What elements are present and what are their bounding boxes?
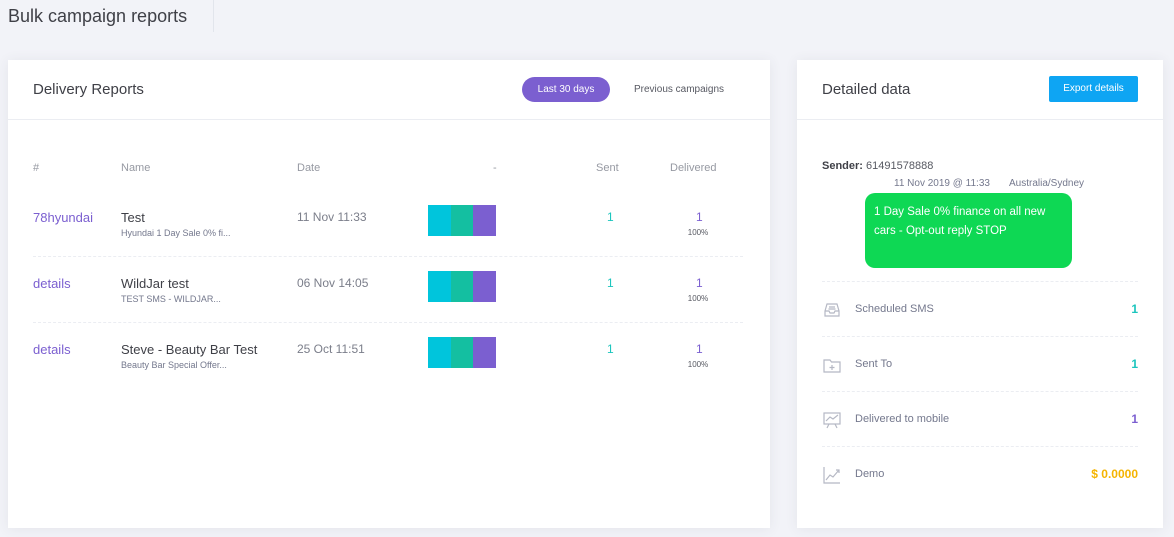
stat-row-delivered-to-mobile: Delivered to mobile 1 [822,391,1138,446]
delivered-percent: 100% [687,360,709,369]
detailed-data-title: Detailed data [822,81,911,98]
campaign-link[interactable]: details [33,342,71,357]
bar-segment-delivered [473,205,497,236]
column-header-bar: - [493,162,497,174]
delivery-status-bar [428,271,497,302]
stat-value: 1 [1131,412,1138,426]
page-header: Bulk campaign reports [0,0,214,32]
bar-segment-delivered [473,271,497,302]
bar-segment-sent [428,337,451,368]
bar-segment-received [450,271,474,302]
message-bubble: 1 Day Sale 0% finance on all new cars - … [865,193,1072,268]
sender-line: Sender: 61491578888 [822,160,933,172]
delivery-reports-title: Delivery Reports [33,81,144,98]
delivery-status-bar [428,205,497,236]
delivery-reports-header: Delivery Reports Last 30 days Previous c… [8,60,770,120]
stat-row-sent-to: Sent To 1 [822,336,1138,391]
column-header-id: # [33,162,40,174]
campaign-date: 11 Nov 11:33 [297,210,367,224]
message-timestamp: 11 Nov 2019 @ 11:33 [894,178,990,189]
stat-row-demo: Demo $ 0.0000 [822,446,1138,501]
column-header-sent: Sent [596,162,619,174]
line-chart-icon [822,465,842,485]
sender-number: 61491578888 [866,160,934,172]
detailed-data-header: Detailed data Export details [797,60,1163,120]
delivery-status-bar [428,337,497,368]
delivered-count: 1 [696,210,703,224]
sent-count: 1 [607,276,614,290]
inbox-icon [822,300,842,320]
delivered-percent: 100% [687,228,709,237]
campaign-message-preview: Hyundai 1 Day Sale 0% fi... [121,228,231,238]
page-title: Bulk campaign reports [8,6,188,26]
export-details-button[interactable]: Export details [1049,76,1138,102]
column-header-name: Name [121,162,151,174]
table-row: details WildJar test TEST SMS - WILDJAR.… [33,257,743,323]
bar-segment-sent [428,205,451,236]
column-header-date: Date [297,162,321,174]
campaign-date: 25 Oct 11:51 [297,342,365,356]
bar-segment-received [450,205,474,236]
campaign-name: Test [121,210,145,225]
bar-segment-received [450,337,474,368]
delivered-percent: 100% [687,294,709,303]
delivered-count: 1 [696,276,703,290]
campaign-date: 06 Nov 14:05 [297,276,369,290]
campaign-link[interactable]: details [33,276,71,291]
tab-last-30-days[interactable]: Last 30 days [522,77,610,102]
stat-value: 1 [1131,357,1138,371]
campaign-link[interactable]: 78hyundai [33,210,93,225]
stat-row-scheduled-sms: Scheduled SMS 1 [822,281,1138,336]
sent-count: 1 [607,210,614,224]
sent-count: 1 [607,342,614,356]
table-row: details Steve - Beauty Bar Test Beauty B… [33,323,743,389]
table-row: 78hyundai Test Hyundai 1 Day Sale 0% fi.… [33,191,743,257]
chart-board-icon [822,410,842,430]
folder-plus-icon [822,355,842,375]
campaign-message-preview: TEST SMS - WILDJAR... [121,294,221,304]
message-timezone: Australia/Sydney [1009,178,1085,189]
tab-previous-campaigns[interactable]: Previous campaigns [633,84,725,95]
stat-value: $ 0.0000 [1091,467,1138,481]
stat-value: 1 [1131,302,1138,316]
stat-label: Delivered to mobile [855,413,950,425]
column-header-delivered: Delivered [670,162,717,174]
sender-label: Sender: [822,160,863,172]
bar-segment-sent [428,271,451,302]
bar-segment-delivered [473,337,497,368]
stat-label: Scheduled SMS [855,303,934,315]
campaign-name: Steve - Beauty Bar Test [121,342,258,357]
stat-label: Sent To [855,358,893,370]
delivered-count: 1 [696,342,703,356]
campaign-name: WildJar test [121,276,189,291]
delivery-reports-card: Delivery Reports Last 30 days Previous c… [8,60,770,528]
detailed-data-card: Detailed data Export details Sender: 614… [797,60,1163,528]
campaign-message-preview: Beauty Bar Special Offer... [121,360,227,370]
stat-label: Demo [855,468,885,480]
